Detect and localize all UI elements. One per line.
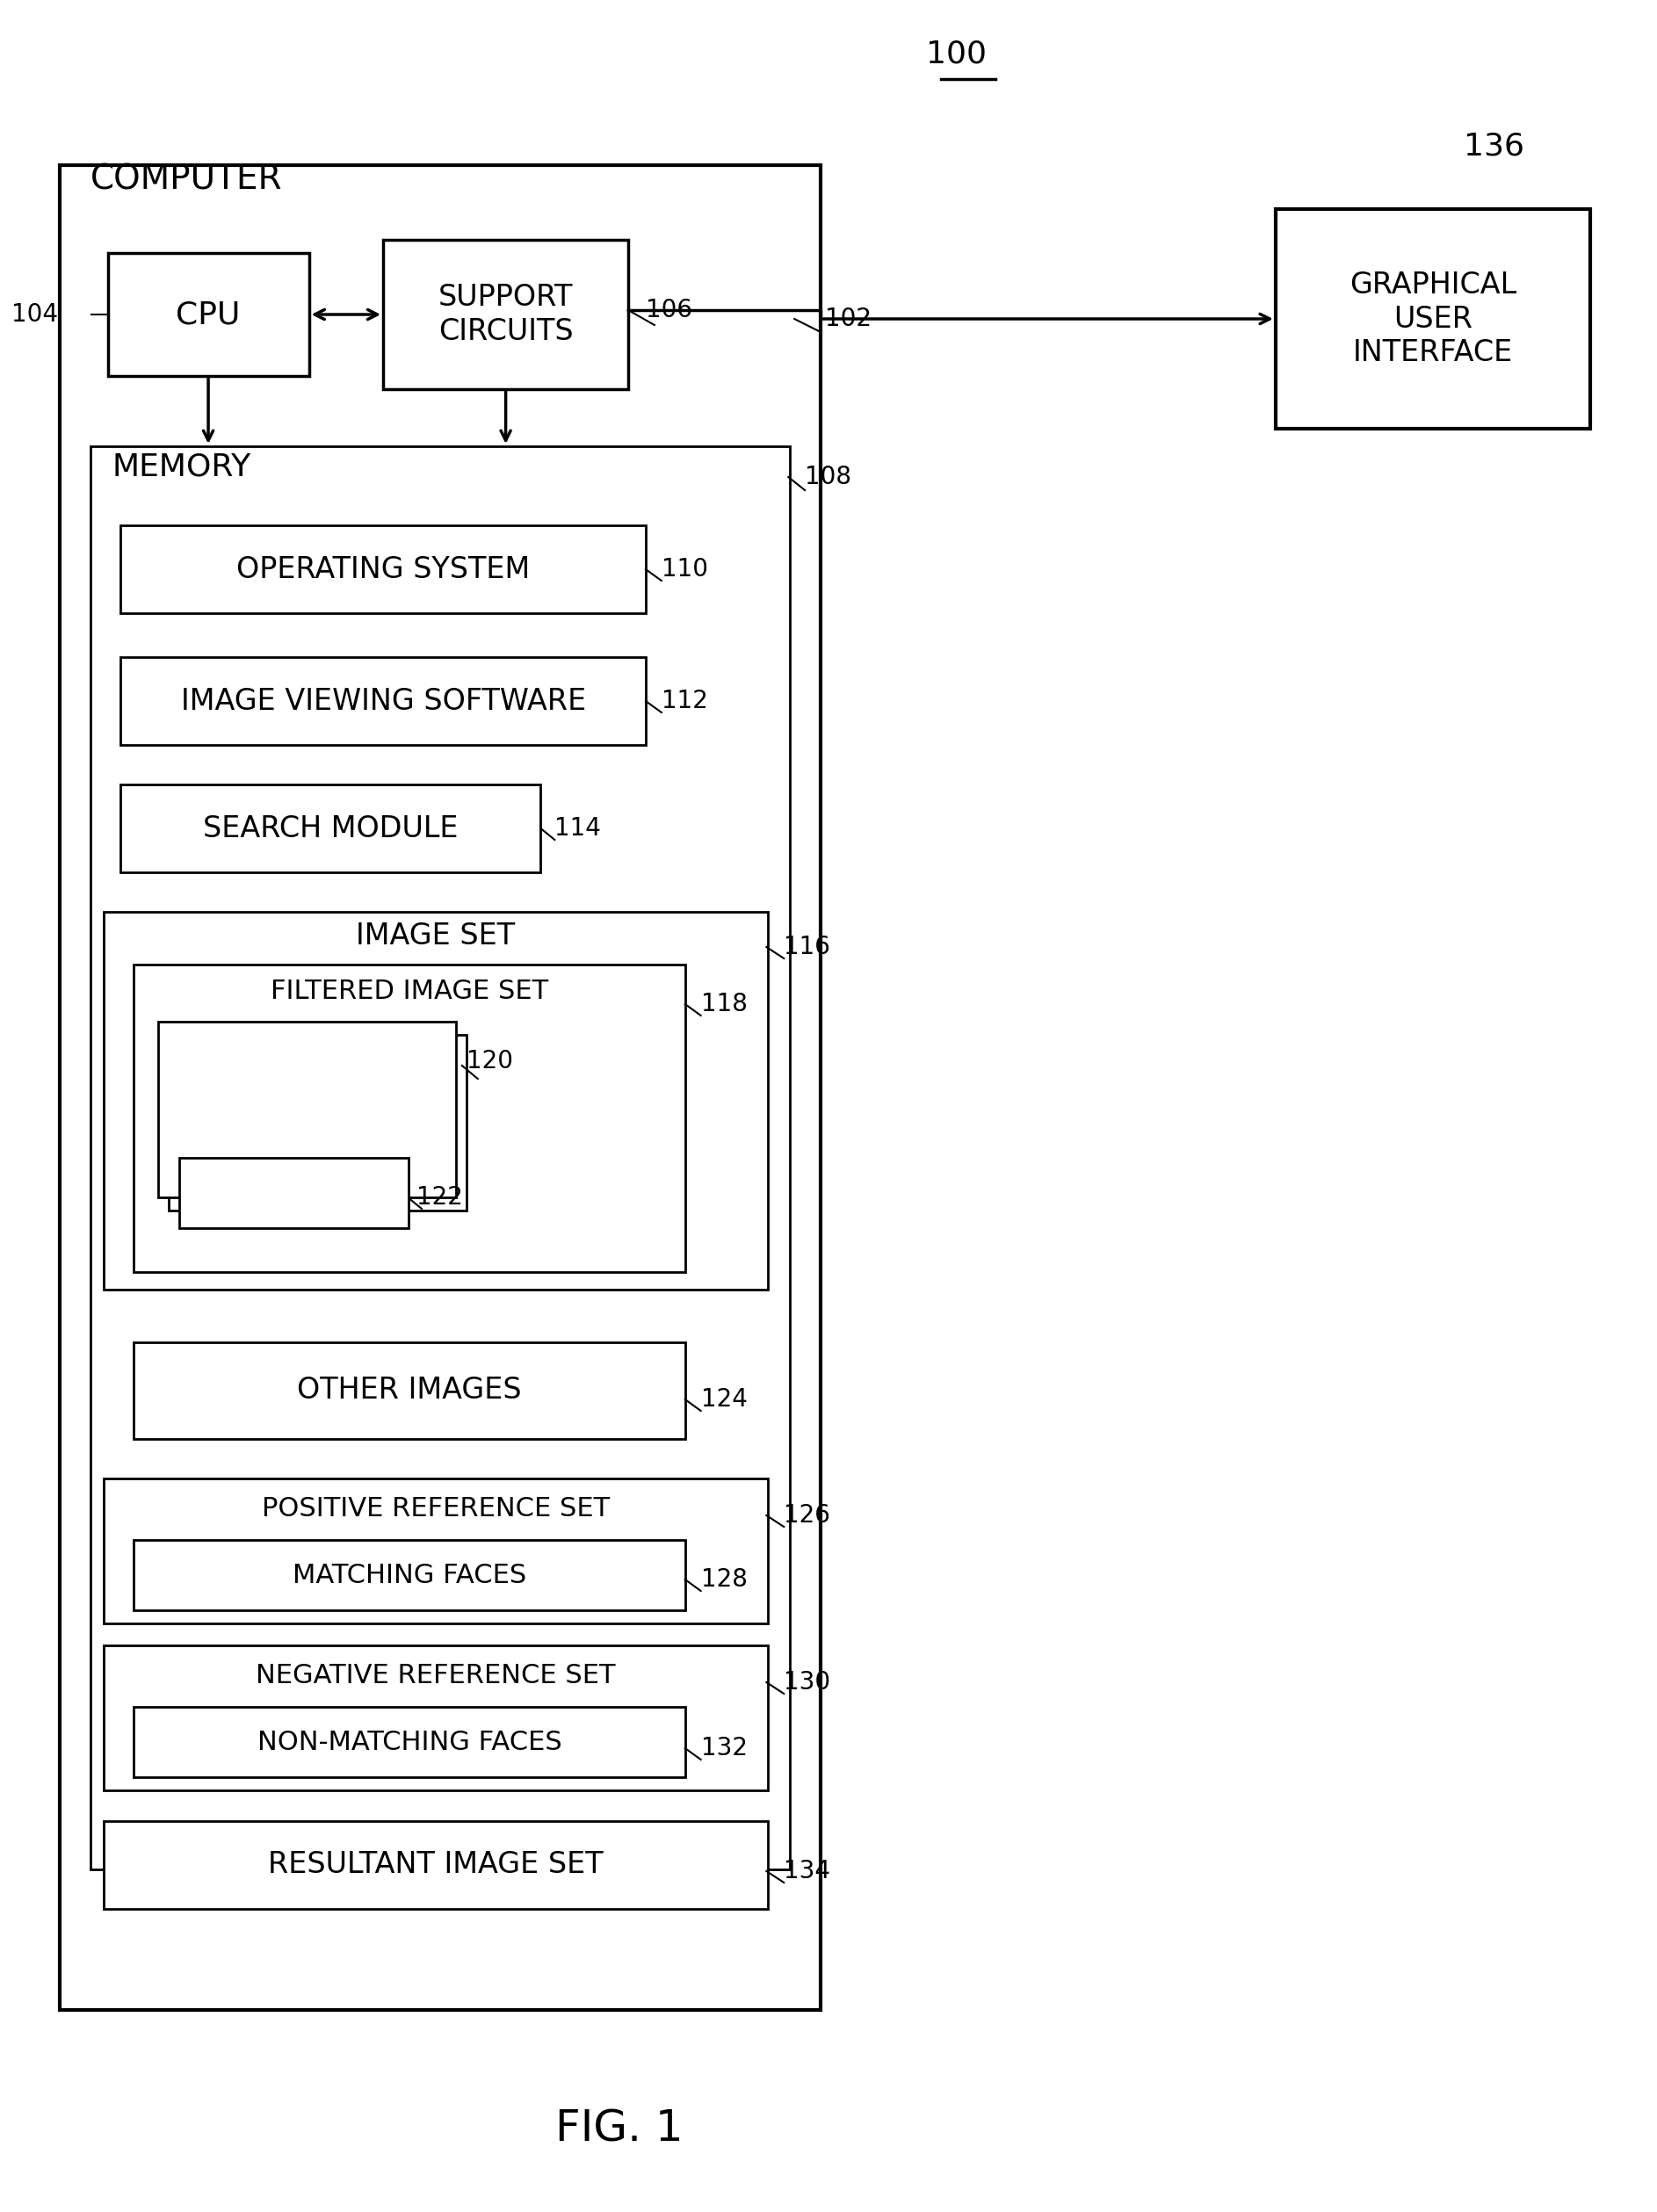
Bar — [134, 964, 684, 1272]
Bar — [103, 1820, 769, 1909]
Text: GRAPHICAL
USER
INTERFACE: GRAPHICAL USER INTERFACE — [1349, 270, 1516, 367]
Bar — [60, 166, 820, 2011]
Bar — [134, 1343, 684, 1440]
Text: OTHER IMAGES: OTHER IMAGES — [297, 1376, 522, 1405]
Text: IMAGE: IMAGE — [263, 1084, 351, 1108]
Text: MATCHING FACES: MATCHING FACES — [293, 1562, 527, 1588]
Text: RESULTANT IMAGE SET: RESULTANT IMAGE SET — [268, 1851, 603, 1880]
Text: IMAGE VIEWING SOFTWARE: IMAGE VIEWING SOFTWARE — [181, 686, 587, 714]
Text: IMAGE SET: IMAGE SET — [356, 920, 515, 951]
Text: CPU: CPU — [176, 299, 240, 330]
Text: MEMORY: MEMORY — [113, 451, 252, 482]
Text: 100: 100 — [926, 38, 986, 69]
Text: NON-MATCHING FACES: NON-MATCHING FACES — [257, 1730, 562, 1754]
Text: 120: 120 — [466, 1048, 514, 1073]
Text: 130: 130 — [784, 1670, 830, 1694]
Text: OPERATING SYSTEM: OPERATING SYSTEM — [237, 555, 530, 584]
Text: COMPUTER: COMPUTER — [89, 161, 282, 197]
Text: FIG. 1: FIG. 1 — [555, 2108, 683, 2150]
Text: 112: 112 — [661, 688, 708, 712]
Text: NEGATIVE REFERENCE SET: NEGATIVE REFERENCE SET — [255, 1663, 616, 1690]
Text: 136: 136 — [1465, 131, 1524, 161]
Bar — [121, 785, 540, 872]
Text: 124: 124 — [701, 1387, 747, 1411]
Text: 108: 108 — [805, 465, 852, 489]
Text: 126: 126 — [784, 1504, 830, 1528]
Bar — [179, 1157, 409, 1228]
Bar — [121, 524, 646, 613]
Bar — [159, 1022, 456, 1197]
Bar — [134, 1540, 684, 1610]
Bar — [169, 1035, 466, 1210]
Text: 116: 116 — [784, 936, 830, 960]
Text: 132: 132 — [701, 1736, 747, 1761]
Bar — [103, 1646, 769, 1790]
Text: 122: 122 — [416, 1186, 462, 1210]
Bar — [89, 447, 790, 1869]
Text: 114: 114 — [555, 816, 601, 841]
Bar — [103, 1478, 769, 1624]
Text: 128: 128 — [701, 1566, 747, 1593]
Bar — [383, 239, 628, 389]
Text: 134: 134 — [784, 1858, 830, 1882]
Bar — [108, 252, 308, 376]
Bar — [1276, 210, 1591, 429]
Text: 106: 106 — [646, 299, 693, 323]
Bar — [121, 657, 646, 745]
Text: FILTERED IMAGE SET: FILTERED IMAGE SET — [270, 978, 548, 1004]
Text: POSITIVE REFERENCE SET: POSITIVE REFERENCE SET — [262, 1498, 610, 1522]
Text: TIMESTAMP: TIMESTAMP — [224, 1181, 365, 1206]
Text: 102: 102 — [825, 307, 872, 332]
Text: 104: 104 — [12, 303, 58, 327]
Text: 110: 110 — [661, 557, 708, 582]
Text: SUPPORT
CIRCUITS: SUPPORT CIRCUITS — [437, 283, 573, 345]
Text: SEARCH MODULE: SEARCH MODULE — [204, 814, 459, 843]
Text: 118: 118 — [701, 991, 747, 1015]
Bar — [103, 911, 769, 1290]
Bar — [134, 1708, 684, 1776]
